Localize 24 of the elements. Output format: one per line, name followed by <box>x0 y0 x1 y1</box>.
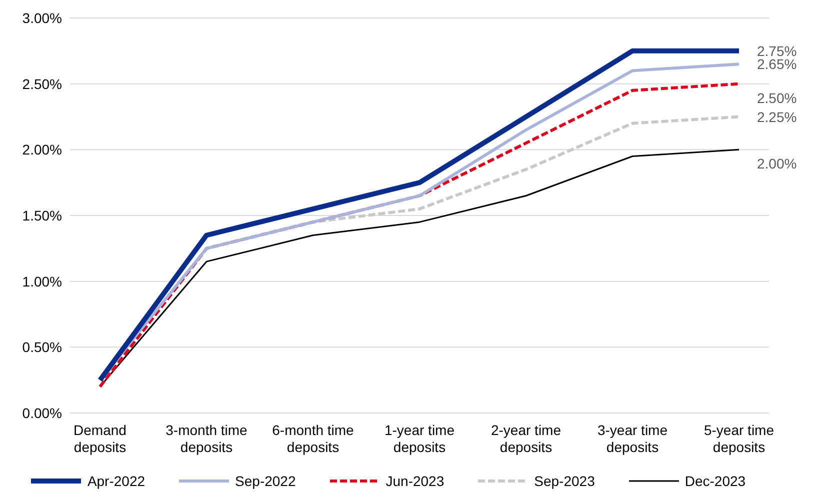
y-tick-label: 1.00% <box>22 273 62 290</box>
legend-label: Dec-2023 <box>684 473 746 489</box>
y-tick-label: 0.50% <box>22 339 62 356</box>
y-tick-label: 3.00% <box>22 10 62 26</box>
data-label: 2.00% <box>757 156 797 172</box>
legend-label: Apr-2022 <box>87 473 146 489</box>
x-tick-label: 2-year time deposits <box>490 422 562 455</box>
data-label: 2.65% <box>757 56 797 72</box>
y-tick-label: 2.50% <box>22 76 62 92</box>
legend-label: Jun-2023 <box>386 473 444 489</box>
y-tick-label: 0.00% <box>22 404 62 421</box>
data-label: 2.50% <box>757 90 797 106</box>
x-tick-label: Demand deposits <box>74 422 126 455</box>
y-tick-label: 1.50% <box>22 207 62 224</box>
x-tick-label: 1-year time deposits <box>384 422 455 455</box>
legend-label: Sep-2023 <box>534 473 595 489</box>
x-tick-label: 3-year time deposits <box>597 422 668 455</box>
x-tick-label: 5-year time deposits <box>704 422 774 455</box>
legend-label: Sep-2022 <box>235 473 296 489</box>
x-tick-label: 6-month time deposits <box>272 422 354 455</box>
x-tick-label: 3-month time deposits <box>166 422 248 455</box>
y-tick-label: 2.00% <box>22 142 62 158</box>
data-label: 2.25% <box>757 108 797 125</box>
data-label: 2.75% <box>757 42 797 59</box>
